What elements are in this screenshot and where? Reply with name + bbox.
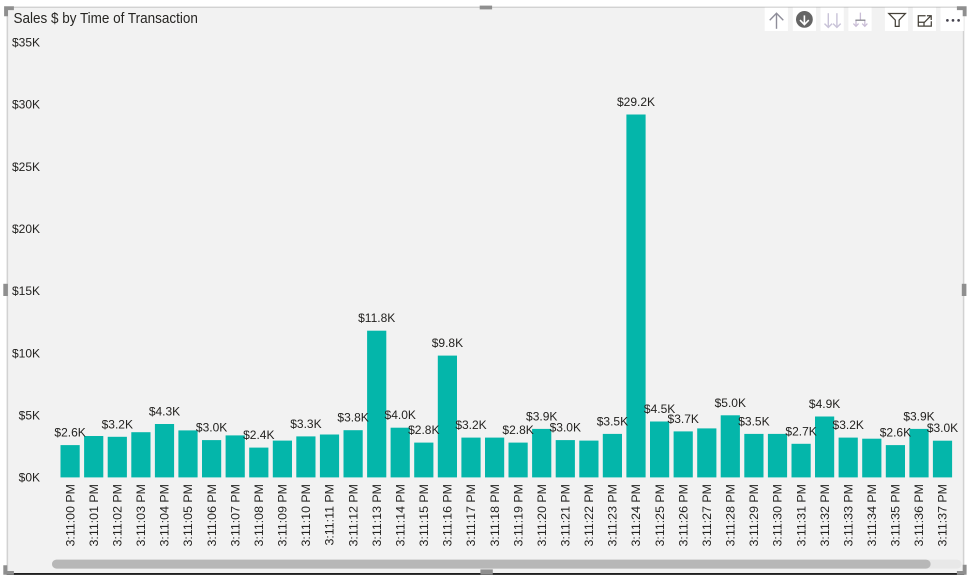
svg-text:3:11:37 PM: 3:11:37 PM (936, 484, 950, 546)
svg-text:3:11:13 PM: 3:11:13 PM (370, 484, 384, 546)
svg-text:$9.8K: $9.8K (432, 336, 463, 350)
svg-text:$3.9K: $3.9K (526, 409, 557, 423)
svg-text:3:11:27 PM: 3:11:27 PM (700, 484, 714, 546)
svg-text:3:11:09 PM: 3:11:09 PM (276, 484, 290, 546)
svg-text:3:11:34 PM: 3:11:34 PM (865, 484, 879, 546)
svg-text:$3.7K: $3.7K (668, 412, 699, 426)
svg-text:$3.5K: $3.5K (597, 414, 628, 428)
svg-text:$4.3K: $4.3K (149, 405, 180, 419)
svg-text:3:11:14 PM: 3:11:14 PM (393, 484, 407, 546)
svg-text:$2.6K: $2.6K (880, 426, 911, 440)
svg-text:$3.2K: $3.2K (102, 417, 133, 431)
svg-text:3:11:17 PM: 3:11:17 PM (464, 484, 478, 546)
svg-text:3:11:01 PM: 3:11:01 PM (87, 484, 101, 546)
svg-text:$3.2K: $3.2K (833, 418, 864, 432)
svg-text:$5.0K: $5.0K (715, 396, 746, 410)
svg-text:3:11:20 PM: 3:11:20 PM (535, 484, 549, 546)
svg-text:$3.2K: $3.2K (455, 418, 486, 432)
svg-text:$2.8K: $2.8K (408, 423, 439, 437)
svg-text:3:11:30 PM: 3:11:30 PM (771, 484, 785, 546)
svg-text:3:11:04 PM: 3:11:04 PM (158, 484, 172, 546)
svg-text:3:11:21 PM: 3:11:21 PM (559, 484, 573, 546)
svg-text:$2.7K: $2.7K (785, 424, 816, 438)
svg-text:$35K: $35K (12, 36, 40, 50)
svg-text:$25K: $25K (12, 160, 40, 174)
svg-text:$3.0K: $3.0K (196, 421, 227, 435)
svg-text:3:11:22 PM: 3:11:22 PM (582, 484, 596, 546)
svg-text:3:11:07 PM: 3:11:07 PM (228, 484, 242, 546)
svg-text:3:11:24 PM: 3:11:24 PM (629, 484, 643, 546)
svg-text:$4.0K: $4.0K (385, 408, 416, 422)
svg-text:3:11:19 PM: 3:11:19 PM (511, 484, 525, 546)
svg-text:$5K: $5K (19, 409, 40, 423)
svg-text:3:11:35 PM: 3:11:35 PM (889, 484, 903, 546)
svg-text:3:11:03 PM: 3:11:03 PM (134, 484, 148, 546)
svg-text:3:11:15 PM: 3:11:15 PM (417, 484, 431, 546)
svg-text:$3.0K: $3.0K (550, 421, 581, 435)
svg-text:3:11:18 PM: 3:11:18 PM (488, 484, 502, 546)
svg-text:3:11:26 PM: 3:11:26 PM (676, 484, 690, 546)
svg-text:3:11:00 PM: 3:11:00 PM (63, 484, 77, 546)
svg-text:Sales $ by Time of Transaction: Sales $ by Time of Transaction (14, 10, 198, 27)
svg-text:$2.4K: $2.4K (243, 428, 274, 442)
svg-text:$20K: $20K (12, 222, 40, 236)
svg-text:$11.8K: $11.8K (358, 311, 395, 325)
svg-text:$3.8K: $3.8K (337, 411, 368, 425)
svg-text:3:11:10 PM: 3:11:10 PM (299, 484, 313, 546)
svg-text:$15K: $15K (12, 284, 40, 298)
svg-text:3:11:02 PM: 3:11:02 PM (111, 484, 125, 546)
svg-text:$2.8K: $2.8K (502, 423, 533, 437)
svg-text:3:11:11 PM: 3:11:11 PM (323, 484, 337, 546)
svg-text:$3.3K: $3.3K (290, 417, 321, 431)
svg-text:$10K: $10K (12, 346, 40, 360)
svg-text:3:11:16 PM: 3:11:16 PM (441, 484, 455, 546)
svg-text:3:11:25 PM: 3:11:25 PM (653, 484, 667, 546)
svg-text:$4.9K: $4.9K (809, 397, 840, 411)
svg-text:3:11:33 PM: 3:11:33 PM (841, 484, 855, 546)
svg-text:3:11:31 PM: 3:11:31 PM (794, 484, 808, 546)
svg-text:3:11:28 PM: 3:11:28 PM (724, 484, 738, 546)
svg-text:$2.6K: $2.6K (54, 426, 85, 440)
svg-text:3:11:05 PM: 3:11:05 PM (181, 484, 195, 546)
svg-text:$30K: $30K (12, 98, 40, 112)
svg-text:$3.9K: $3.9K (903, 409, 934, 423)
svg-text:$0K: $0K (19, 471, 40, 485)
svg-text:3:11:08 PM: 3:11:08 PM (252, 484, 266, 546)
svg-text:$3.5K: $3.5K (738, 414, 769, 428)
svg-text:3:11:06 PM: 3:11:06 PM (205, 484, 219, 546)
svg-text:$4.5K: $4.5K (644, 402, 675, 416)
svg-text:3:11:36 PM: 3:11:36 PM (912, 484, 926, 546)
svg-text:3:11:32 PM: 3:11:32 PM (818, 484, 832, 546)
svg-text:3:11:29 PM: 3:11:29 PM (747, 484, 761, 546)
svg-text:3:11:23 PM: 3:11:23 PM (606, 484, 620, 546)
svg-text:$29.2K: $29.2K (617, 95, 655, 109)
svg-text:3:11:12 PM: 3:11:12 PM (346, 484, 360, 546)
svg-text:$3.0K: $3.0K (927, 421, 958, 435)
